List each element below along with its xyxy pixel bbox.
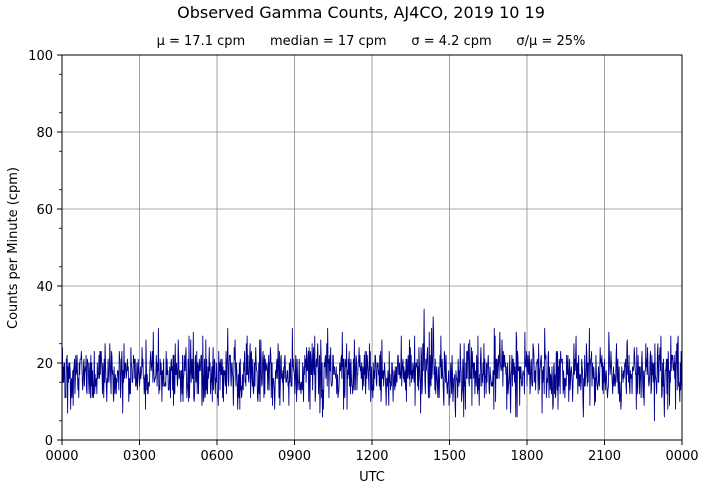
chart-subtitle: μ = 17.1 cpm median = 17 cpm σ = 4.2 cpm… <box>157 34 586 49</box>
x-axis: 0000 0300 0600 0900 1200 1500 1800 2100 0000 <box>45 440 699 464</box>
x-tick-label: 1500 <box>433 449 466 464</box>
y-tick-label: 20 <box>36 357 53 372</box>
grid-lines <box>62 55 682 440</box>
x-tick-label: 0300 <box>123 449 156 464</box>
x-tick-label: 1800 <box>510 449 543 464</box>
series-line-gamma-counts <box>61 308 683 422</box>
series-group <box>61 308 683 422</box>
y-axis: 0 20 40 60 80 100 <box>28 49 62 449</box>
y-tick-label: 100 <box>28 49 53 64</box>
x-tick-label: 0000 <box>45 449 78 464</box>
y-tick-label: 80 <box>36 126 53 141</box>
chart-title: Observed Gamma Counts, AJ4CO, 2019 10 19 <box>177 3 545 22</box>
x-tick-label: 2100 <box>588 449 621 464</box>
y-axis-label: Counts per Minute (cpm) <box>6 167 21 329</box>
x-tick-label: 0900 <box>278 449 311 464</box>
x-tick-label: 0600 <box>200 449 233 464</box>
y-tick-label: 40 <box>36 280 53 295</box>
x-tick-label: 0000 <box>665 449 698 464</box>
x-tick-label: 1200 <box>355 449 388 464</box>
x-axis-label: UTC <box>359 470 385 485</box>
y-tick-label: 60 <box>36 203 53 218</box>
y-tick-label: 0 <box>45 434 53 449</box>
